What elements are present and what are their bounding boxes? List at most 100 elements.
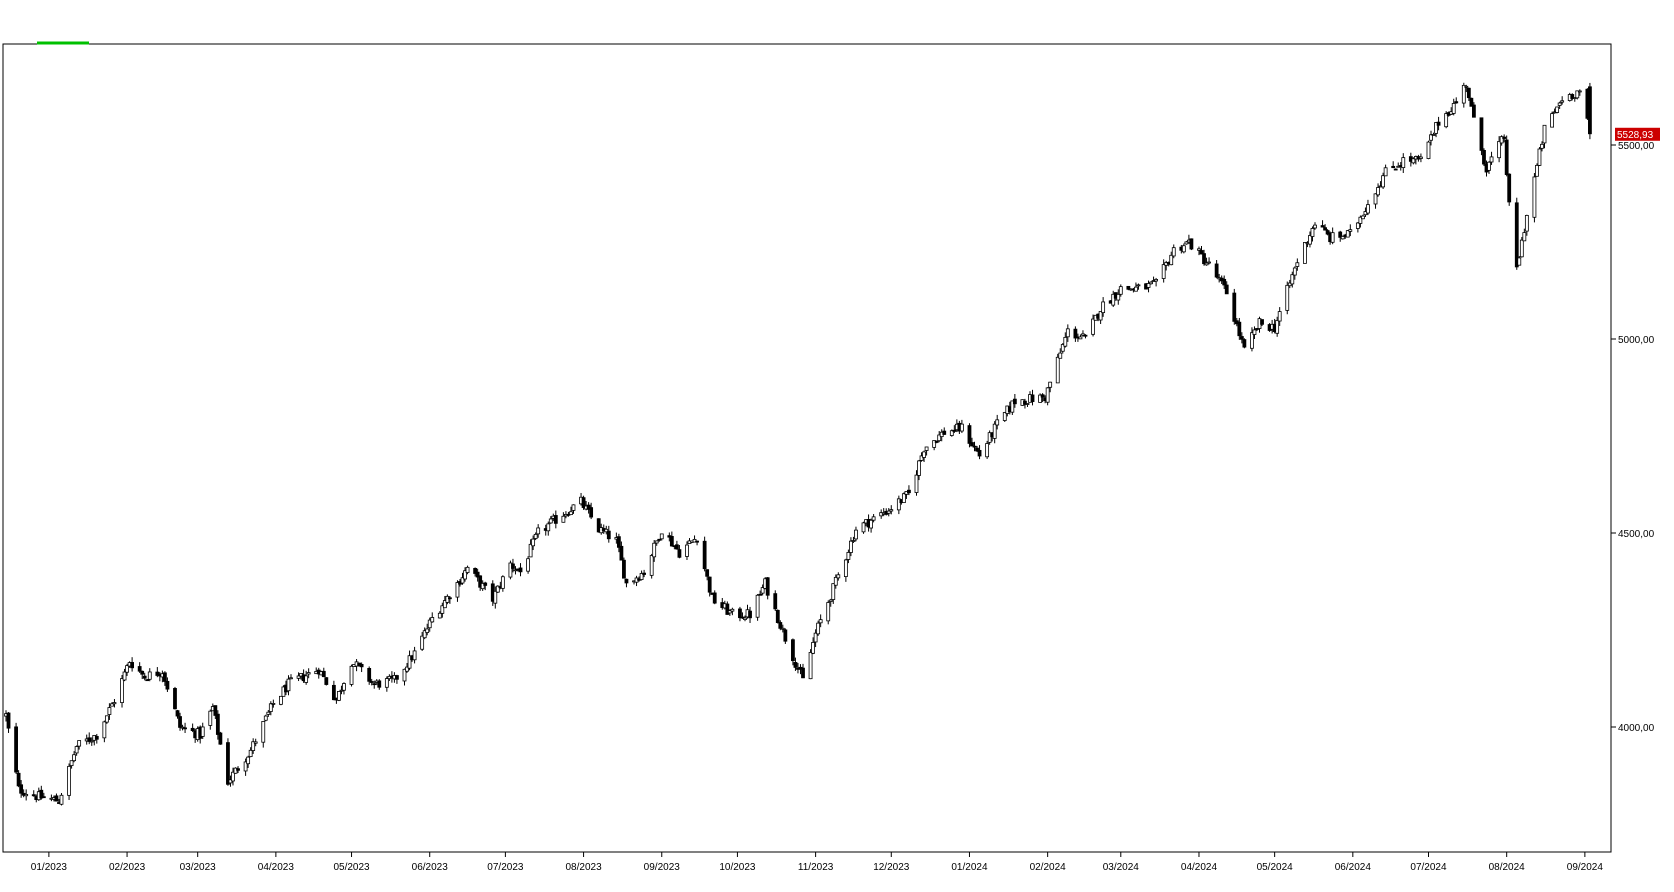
candle xyxy=(1060,343,1065,354)
candle xyxy=(140,670,145,680)
candle xyxy=(107,703,112,720)
candle xyxy=(369,678,374,686)
candle xyxy=(1118,284,1123,297)
candle xyxy=(1489,151,1494,165)
x-tick-label: 10/2023 xyxy=(719,862,756,873)
candle xyxy=(914,470,919,496)
candle xyxy=(755,594,760,621)
candle xyxy=(1237,317,1242,340)
candle xyxy=(1426,140,1431,160)
candle xyxy=(1260,319,1264,327)
candle xyxy=(934,440,939,444)
candle xyxy=(243,758,248,776)
candle xyxy=(41,792,46,799)
candle xyxy=(231,767,235,786)
y-tick-label: 4500,00 xyxy=(1618,529,1655,540)
candle xyxy=(142,672,147,681)
last-price-marker: 5528,93 xyxy=(1615,127,1660,141)
candle xyxy=(811,637,815,655)
candle xyxy=(218,731,223,745)
candle xyxy=(1514,197,1519,270)
candle xyxy=(112,698,117,708)
candle xyxy=(818,614,823,628)
candle xyxy=(173,686,177,710)
candle xyxy=(94,733,99,744)
candle xyxy=(1303,242,1307,264)
candle xyxy=(985,440,990,459)
candle xyxy=(1461,82,1466,108)
candle xyxy=(581,495,586,510)
candle xyxy=(342,682,346,695)
candle xyxy=(145,679,150,682)
candle xyxy=(377,679,382,690)
candle xyxy=(1189,238,1194,251)
candle xyxy=(1012,393,1017,408)
x-tick-label: 09/2023 xyxy=(644,862,681,873)
candle xyxy=(1065,324,1070,342)
candle xyxy=(1535,163,1539,177)
candle xyxy=(773,590,778,612)
candle xyxy=(1497,136,1502,163)
candle xyxy=(1040,393,1045,403)
x-tick-label: 01/2024 xyxy=(951,862,988,873)
candle xyxy=(1081,330,1085,337)
candle xyxy=(473,567,478,577)
candle xyxy=(1355,222,1360,233)
candle xyxy=(932,440,937,451)
candle xyxy=(669,531,674,547)
candle xyxy=(569,506,573,516)
candle xyxy=(1471,102,1476,118)
candle xyxy=(493,586,498,609)
candle xyxy=(1451,98,1456,116)
candle xyxy=(1429,130,1433,146)
candle xyxy=(1184,240,1189,245)
candle xyxy=(266,710,271,717)
x-tick-label: 08/2023 xyxy=(565,862,602,873)
x-tick-label: 02/2023 xyxy=(109,862,146,873)
candle xyxy=(39,785,44,800)
candle xyxy=(1058,348,1063,359)
candle xyxy=(130,657,135,672)
candle xyxy=(54,793,59,802)
x-tick-label: 08/2024 xyxy=(1489,862,1526,873)
candle xyxy=(1025,403,1030,408)
candle xyxy=(1083,334,1088,339)
candle xyxy=(975,445,979,453)
candle xyxy=(463,567,467,582)
candle xyxy=(1098,311,1103,324)
x-tick-label: 06/2023 xyxy=(412,862,449,873)
y-axis: 4000,00 4500,00 5000,00 5500,00 xyxy=(1611,141,1655,734)
candle xyxy=(886,508,891,517)
candle xyxy=(1479,117,1484,156)
candle xyxy=(970,437,974,447)
candle xyxy=(659,533,664,541)
last-price-badge xyxy=(1615,127,1660,141)
candle xyxy=(712,590,717,605)
candle xyxy=(1290,271,1295,288)
candle xyxy=(546,521,551,536)
candle xyxy=(1499,135,1504,146)
candle xyxy=(977,445,982,460)
candle xyxy=(1577,89,1582,96)
candle xyxy=(437,611,442,619)
candle xyxy=(937,431,942,443)
candle xyxy=(1555,106,1560,114)
candle xyxy=(104,715,109,724)
candle xyxy=(395,674,399,684)
candle xyxy=(738,606,742,622)
candle xyxy=(783,628,788,644)
candle xyxy=(1519,237,1524,258)
candle xyxy=(1325,229,1330,236)
candle xyxy=(1055,353,1060,384)
candle xyxy=(359,662,364,673)
candle xyxy=(901,492,906,504)
candle xyxy=(889,505,894,515)
x-tick-label: 04/2024 xyxy=(1181,862,1218,873)
candle xyxy=(1575,90,1580,100)
candle xyxy=(924,446,929,456)
candle xyxy=(730,607,735,616)
candle xyxy=(861,521,866,534)
candle xyxy=(1507,173,1512,206)
candle xyxy=(1373,193,1378,209)
candle xyxy=(1320,220,1325,228)
